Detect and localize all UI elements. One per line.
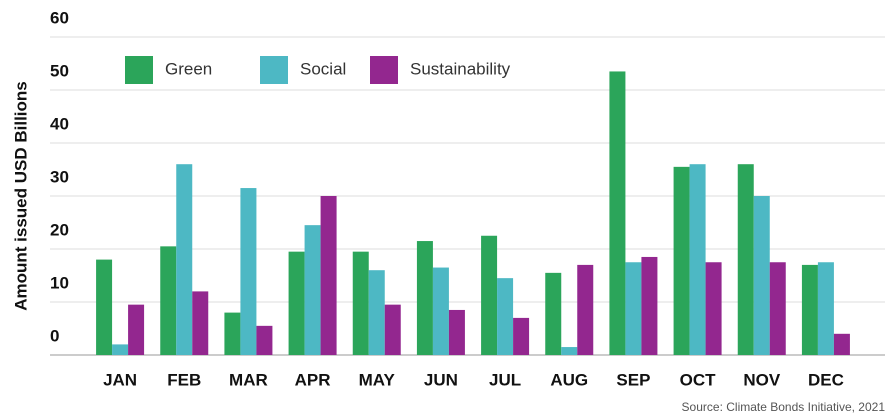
y-tick-label: 60 xyxy=(50,8,69,27)
bar xyxy=(288,251,305,355)
x-tick-label: NOV xyxy=(743,370,781,389)
bar xyxy=(128,304,145,355)
x-tick-label: DEC xyxy=(808,370,844,389)
y-tick-label: 50 xyxy=(50,61,69,80)
bar xyxy=(416,241,433,355)
bar xyxy=(256,325,273,355)
bar xyxy=(368,270,385,355)
bar xyxy=(545,272,562,355)
x-tick-label: APR xyxy=(295,370,331,389)
bar xyxy=(481,235,498,355)
bar xyxy=(384,304,401,355)
x-tick-label: JUN xyxy=(424,370,458,389)
bar xyxy=(689,164,706,355)
bar xyxy=(176,164,193,355)
bar xyxy=(497,278,514,355)
legend-label: Green xyxy=(165,59,212,78)
bar xyxy=(448,309,465,355)
bar xyxy=(240,188,257,355)
y-axis-label: Amount issued USD Billions xyxy=(11,81,30,311)
legend-swatch xyxy=(260,56,288,84)
bar xyxy=(577,264,594,355)
bar xyxy=(304,225,321,355)
bar xyxy=(625,262,642,355)
bar xyxy=(833,333,850,355)
legend-label: Sustainability xyxy=(410,59,511,78)
y-tick-label: 30 xyxy=(50,167,69,186)
bar xyxy=(673,166,690,355)
bar xyxy=(352,251,369,355)
y-tick-label: 10 xyxy=(50,273,69,292)
bar xyxy=(561,347,578,355)
bar xyxy=(609,71,626,355)
legend-swatch xyxy=(125,56,153,84)
x-tick-label: SEP xyxy=(616,370,650,389)
bar xyxy=(705,262,722,355)
bar xyxy=(801,264,818,355)
x-tick-label: MAR xyxy=(229,370,268,389)
bar xyxy=(112,344,129,355)
x-tick-label: AUG xyxy=(550,370,588,389)
bar xyxy=(769,262,786,355)
x-tick-label: MAY xyxy=(359,370,396,389)
bar xyxy=(160,246,177,355)
bar xyxy=(817,262,834,355)
bar xyxy=(641,256,658,355)
bar xyxy=(737,164,754,355)
bar xyxy=(432,267,449,355)
y-tick-label: 20 xyxy=(50,220,69,239)
x-tick-label: JAN xyxy=(103,370,137,389)
bar xyxy=(192,291,209,355)
x-tick-label: JUL xyxy=(489,370,521,389)
source: Source: Climate Bonds Initiative, 2021 xyxy=(682,400,886,414)
legend-swatch xyxy=(370,56,398,84)
bar xyxy=(320,196,337,355)
y-tick-label: 0 xyxy=(50,326,59,345)
x-tick-label: OCT xyxy=(680,370,717,389)
legend-label: Social xyxy=(300,59,346,78)
y-tick-label: 40 xyxy=(50,114,69,133)
bar xyxy=(513,317,530,355)
bar xyxy=(753,196,770,355)
bar xyxy=(96,259,113,355)
bar xyxy=(224,312,241,355)
x-tick-label: FEB xyxy=(167,370,201,389)
